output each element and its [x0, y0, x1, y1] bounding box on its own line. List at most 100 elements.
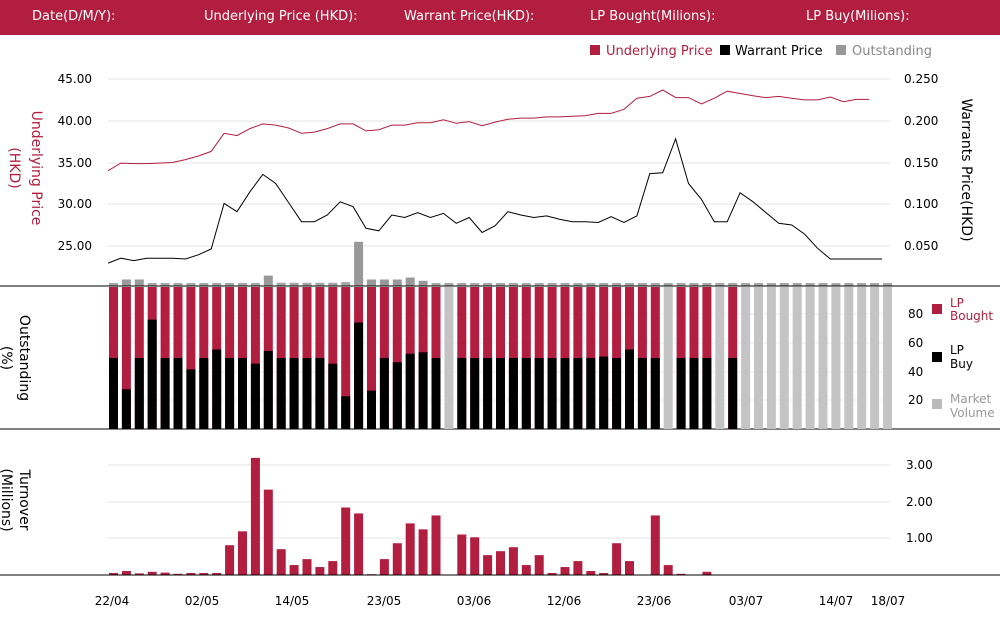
legend-market-volume-line2: Volume [950, 406, 995, 420]
x-tick-label: 14/05 [275, 594, 310, 608]
lp-buy-bar [289, 358, 299, 429]
x-tick-label: 23/05 [367, 594, 402, 608]
lp-buy-bar [134, 358, 144, 429]
outstanding-bar [702, 283, 712, 286]
legend-outstanding-swatch [836, 45, 846, 55]
x-tick-label: 03/07 [729, 594, 764, 608]
turnover-bar [573, 561, 583, 575]
outstanding-bar [715, 283, 725, 286]
lp-buy-bar [379, 358, 389, 429]
turnover-bar [289, 565, 299, 575]
outstanding-bar [689, 283, 699, 286]
outstanding-bar [134, 279, 144, 286]
outstanding-bar [405, 277, 415, 286]
legend-warrant-label: Warrant Price [735, 44, 823, 59]
outstanding-bar [586, 283, 596, 286]
outstanding-bar [392, 279, 402, 286]
lp-buy-bar [599, 356, 609, 429]
lp-bought-bar [341, 287, 351, 429]
turnover-bar [354, 513, 364, 575]
legend-underlying-swatch [590, 45, 600, 55]
turnover-bar [147, 571, 157, 575]
lp-buy-bar [405, 353, 415, 429]
outstanding-bar [728, 283, 738, 286]
y-axis-title-outstanding-line2: (%) [0, 346, 14, 370]
turnover-bar [225, 545, 235, 575]
y-tick-right: 0.200 [904, 114, 938, 128]
legend-outstanding-label: Outstanding [852, 44, 932, 59]
turnover-bar [625, 561, 634, 575]
outstanding-bar [754, 283, 763, 286]
turnover-bar [212, 573, 222, 575]
y-axis-title-turnover-line2: (Millions) [0, 468, 14, 531]
warrant-price-label: Warrant Price(HKD): [404, 9, 535, 24]
lp-buy-bar [121, 389, 131, 429]
lp-buy-bar [186, 369, 196, 429]
outstanding-bar [625, 283, 634, 286]
legend-lp-buy-line1: LP [950, 343, 964, 357]
turnover-bar [328, 561, 338, 575]
turnover-bar [663, 565, 673, 575]
turnover-bar [508, 547, 518, 575]
turnover-bar [534, 555, 544, 575]
outstanding-bar [637, 283, 647, 286]
y-tick-outstanding: 20 [908, 393, 923, 407]
underlying-price-label: Underlying Price (HKD): [204, 9, 358, 24]
turnover-bar [160, 572, 170, 575]
legend-lp-buy-line2: Buy [950, 357, 973, 371]
lp-buy-bar [483, 358, 493, 429]
y-axis-title-outstanding-line1: Outstanding [16, 315, 32, 401]
y-axis-title-turnover-line1: Turnover [16, 469, 32, 531]
legend-underlying-label: Underlying Price [606, 44, 713, 59]
market-volume-bar [831, 287, 841, 429]
outstanding-bar [792, 283, 802, 286]
turnover-bar [315, 567, 325, 575]
turnover-bar [521, 565, 531, 575]
outstanding-bar [199, 283, 209, 286]
x-tick-label: 02/05 [185, 594, 220, 608]
outstanding-bar [650, 283, 660, 286]
lp-buy-bar [702, 358, 712, 429]
turnover-bar [121, 571, 131, 575]
lp-buy-bar [470, 358, 480, 429]
turnover-bar [483, 555, 493, 575]
turnover-bar [457, 534, 467, 575]
legend-market-volume-line1: Market [950, 392, 992, 406]
lp-buy-bar [250, 363, 260, 429]
lp-buy-bar [560, 358, 570, 429]
y-axis-title-left-line1: Underlying Price [28, 111, 44, 226]
lp-buy-bar [392, 362, 402, 429]
market-volume-bar [857, 287, 867, 429]
market-volume-bar [741, 287, 751, 429]
lp-buy-bar [418, 352, 428, 429]
turnover-bar [392, 543, 402, 575]
turnover-bar [238, 531, 247, 575]
turnover-bar [186, 573, 196, 575]
outstanding-bar [379, 279, 389, 286]
lp-bought-bar [367, 287, 376, 429]
market-volume-bar [663, 287, 673, 429]
lp-buy-bar [160, 358, 170, 429]
lp-buy-bar [354, 322, 364, 429]
turnover-bar [263, 489, 273, 575]
lp-buy-bar [521, 358, 531, 429]
y-tick-left: 40.00 [58, 114, 92, 128]
turnover-bar [109, 573, 118, 575]
outstanding-bar [225, 283, 235, 286]
warrant-price-line [107, 137, 882, 264]
y-tick-right: 0.150 [904, 156, 938, 170]
lp-buy-bar [457, 358, 467, 429]
lp-buy-bar [496, 358, 505, 429]
outstanding-bar [766, 283, 776, 286]
turnover-bar [341, 507, 351, 575]
y-tick-left: 45.00 [58, 72, 92, 86]
outstanding-bar [779, 283, 789, 286]
lp-buy-bar [212, 349, 222, 429]
outstanding-bar [250, 283, 260, 286]
outstanding-bar [612, 283, 622, 286]
x-tick-label: 18/07 [871, 594, 906, 608]
legend-lp-bought-line2: Bought [950, 309, 993, 323]
market-volume-bar [883, 287, 892, 429]
outstanding-bar [883, 283, 892, 286]
lp-buy-bar [689, 358, 699, 429]
